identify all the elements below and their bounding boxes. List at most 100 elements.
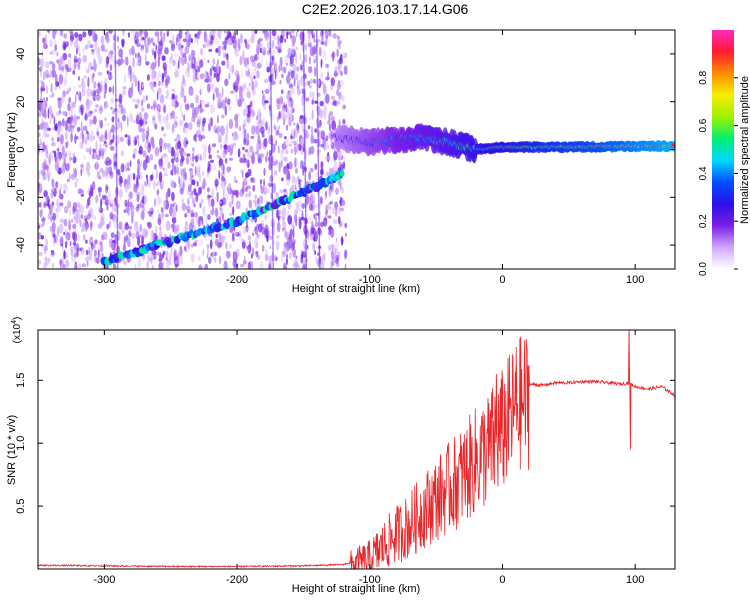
noise-speckle	[279, 95, 282, 104]
noise-speckle	[266, 41, 271, 50]
x-tick-label: -300	[93, 574, 115, 586]
noise-speckle	[276, 221, 281, 233]
noise-speckle	[95, 140, 98, 151]
noise-speckle	[60, 243, 64, 247]
noise-speckle	[313, 58, 316, 64]
noise-speckle	[154, 70, 157, 78]
colorbar-tick-label: 0.8	[698, 70, 709, 84]
noise-speckle	[336, 82, 341, 91]
noise-speckle	[189, 177, 194, 182]
noise-speckle	[267, 230, 271, 239]
noise-speckle	[287, 215, 293, 225]
noise-speckle	[72, 152, 76, 162]
noise-speckle	[317, 120, 322, 128]
noise-speckle	[198, 238, 204, 247]
noise-speckle	[195, 136, 198, 144]
noise-speckle	[242, 226, 247, 235]
noise-speckle	[87, 113, 93, 117]
noise-speckle	[263, 117, 265, 128]
noise-speckle	[137, 82, 140, 93]
noise-speckle	[165, 220, 171, 231]
noise-speckle	[44, 61, 50, 69]
noise-speckle	[101, 234, 105, 241]
noise-speckle	[246, 185, 251, 190]
noise-speckle	[184, 46, 190, 55]
colorbar-label: Normalized spectral amplitude	[739, 76, 750, 224]
noise-speckle	[315, 256, 319, 264]
noise-speckle	[166, 32, 169, 37]
noise-speckle	[247, 261, 251, 269]
noise-speckle	[45, 235, 47, 244]
x-tick-label: -100	[359, 274, 381, 286]
noise-speckle	[52, 30, 56, 40]
noise-speckle	[62, 118, 65, 127]
noise-speckle	[129, 172, 132, 181]
noise-speckle	[268, 161, 272, 171]
noise-speckle	[340, 186, 345, 194]
noise-speckle	[208, 198, 212, 208]
noise-speckle	[244, 38, 247, 44]
noise-speckle	[119, 136, 124, 142]
noise-speckle	[326, 203, 330, 210]
noise-speckle	[182, 52, 186, 58]
noise-speckle	[154, 146, 160, 157]
noise-speckle	[211, 143, 217, 148]
noise-speckle	[127, 237, 131, 248]
noise-speckle	[326, 120, 331, 125]
noise-speckle	[291, 184, 295, 193]
noise-speckle	[93, 81, 97, 89]
noise-speckle	[266, 66, 271, 73]
noise-speckle	[279, 35, 284, 44]
noise-speckle	[206, 243, 210, 250]
noise-speckle	[126, 167, 131, 171]
noise-speckle	[298, 52, 302, 62]
noise-speckle	[44, 122, 49, 129]
noise-speckle	[208, 48, 213, 53]
noise-speckle	[48, 30, 51, 34]
noise-speckle	[75, 178, 80, 182]
noise-speckle	[59, 188, 61, 196]
noise-speckle	[42, 97, 45, 102]
noise-speckle	[157, 31, 159, 41]
noise-speckle	[109, 203, 114, 207]
noise-speckle	[38, 251, 43, 257]
noise-speckle	[330, 95, 335, 100]
noise-speckle	[244, 63, 249, 69]
noise-speckle	[134, 31, 140, 39]
noise-speckle	[306, 244, 309, 250]
noise-speckle	[325, 170, 328, 178]
noise-speckle	[265, 248, 268, 255]
noise-speckle	[221, 45, 226, 51]
noise-speckle	[121, 114, 127, 122]
noise-speckle	[249, 105, 254, 112]
snr-x-ticks: -300 -200 -100 0 100	[93, 330, 644, 586]
noise-speckle	[206, 171, 210, 178]
noise-speckle	[71, 101, 76, 109]
noise-speckle	[103, 48, 108, 53]
noise-speckle	[206, 101, 211, 105]
noise-speckle	[277, 48, 282, 54]
noise-speckle	[323, 251, 326, 261]
noise-speckle	[66, 179, 69, 183]
noise-speckle	[99, 104, 103, 114]
noise-speckle	[73, 40, 79, 48]
noise-speckle	[150, 174, 154, 180]
noise-speckle	[182, 74, 185, 84]
noise-speckle	[281, 147, 285, 155]
noise-speckle	[77, 84, 82, 88]
noise-speckle	[296, 124, 300, 134]
noise-speckle	[290, 148, 294, 154]
noise-speckle	[181, 44, 184, 49]
noise-speckle	[54, 43, 57, 52]
colorbar-tick-label: 0.2	[698, 214, 709, 228]
noise-speckle	[244, 186, 248, 193]
noise-speckle	[339, 79, 345, 87]
noise-speckle	[141, 36, 145, 41]
noise-speckle	[302, 103, 304, 114]
noise-speckle	[141, 206, 146, 212]
noise-speckle	[324, 195, 327, 199]
noise-speckle	[59, 55, 64, 65]
noise-speckle	[112, 133, 115, 142]
noise-speckle	[294, 209, 299, 216]
noise-speckle	[198, 173, 202, 183]
